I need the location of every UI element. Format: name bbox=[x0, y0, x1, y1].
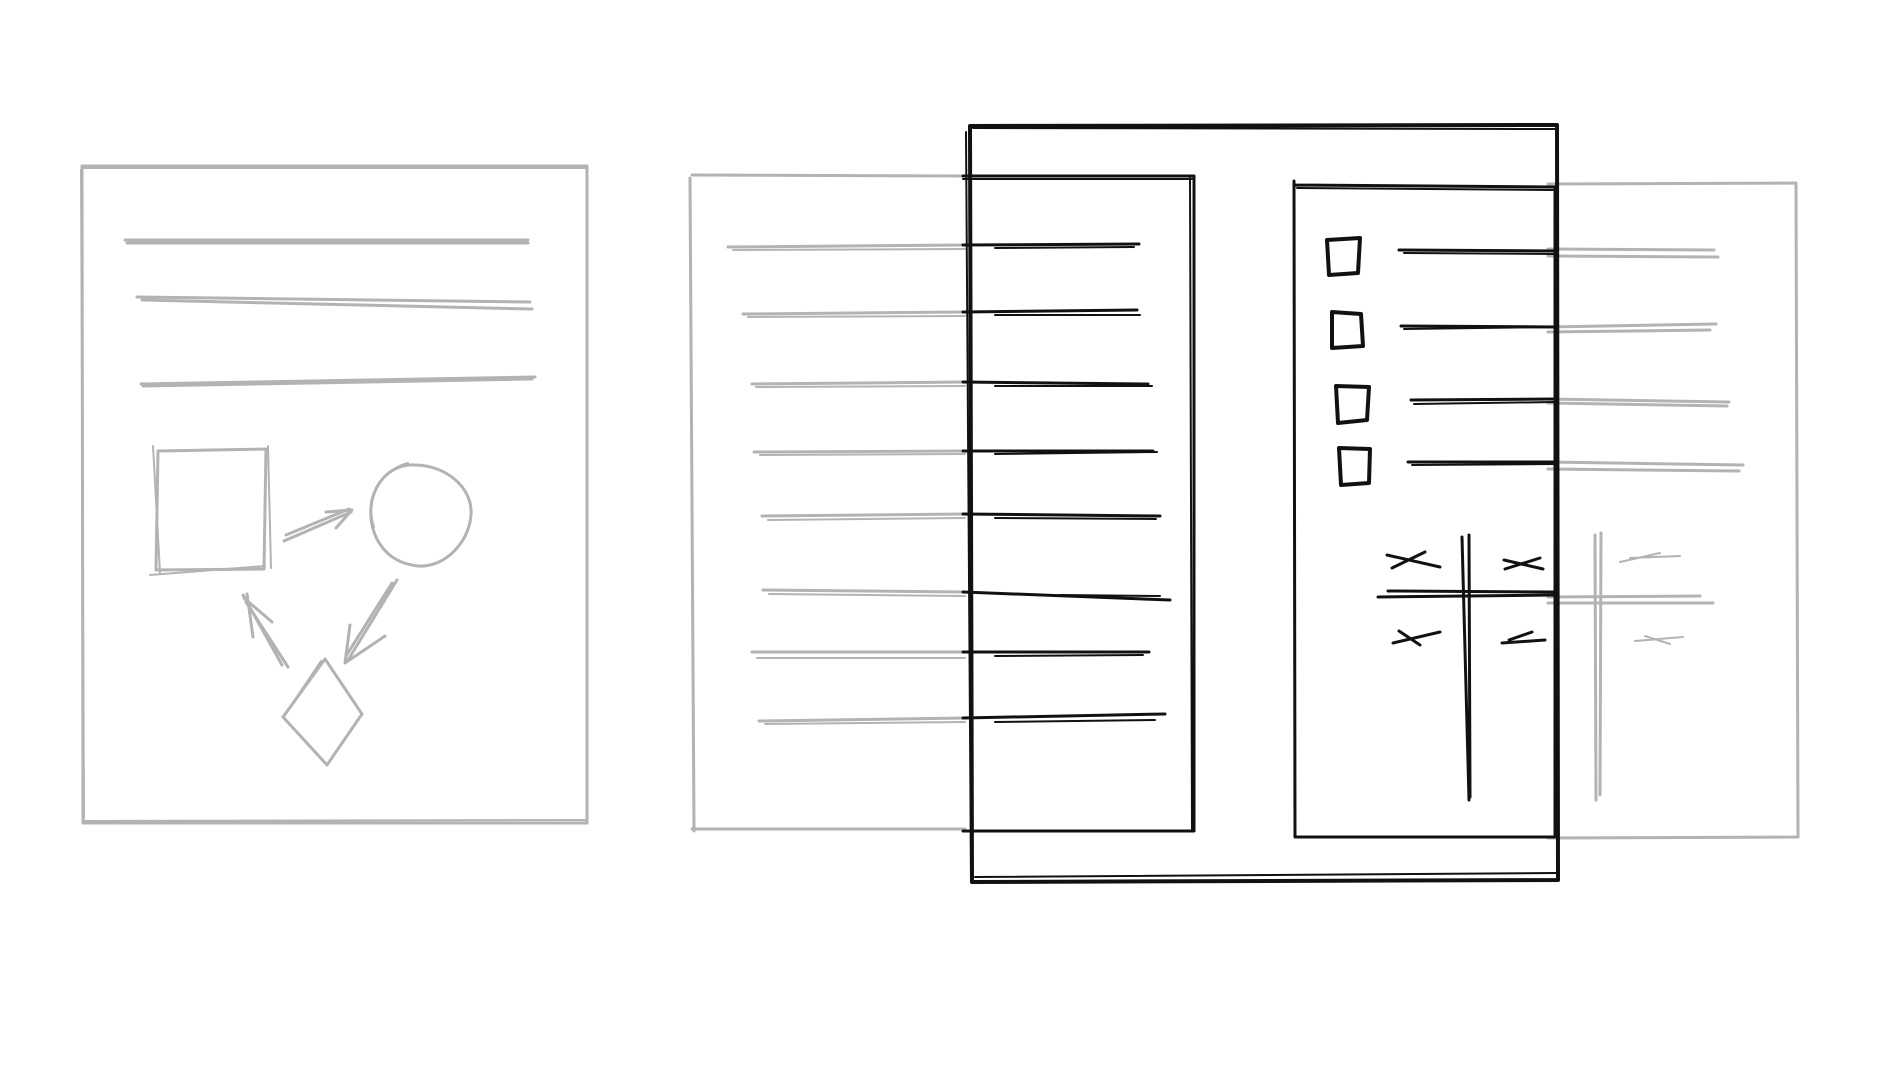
faded-right-document bbox=[1546, 181, 1800, 840]
ink-checklist-panel bbox=[1292, 179, 1557, 839]
tic-tac-toe-grid bbox=[1376, 533, 1557, 802]
checkbox-1 bbox=[1325, 236, 1362, 277]
circle-icon bbox=[369, 462, 473, 568]
checkbox-2 bbox=[1330, 310, 1365, 350]
faded-document-with-flowchart bbox=[80, 164, 589, 825]
faded-list-document bbox=[688, 173, 967, 833]
ink-list-panel bbox=[961, 174, 1196, 833]
checkbox-3 bbox=[1334, 384, 1371, 425]
focus-frame bbox=[965, 123, 1560, 884]
square-icon bbox=[149, 445, 272, 576]
checkbox-4 bbox=[1337, 446, 1372, 487]
diamond-icon bbox=[281, 657, 364, 767]
